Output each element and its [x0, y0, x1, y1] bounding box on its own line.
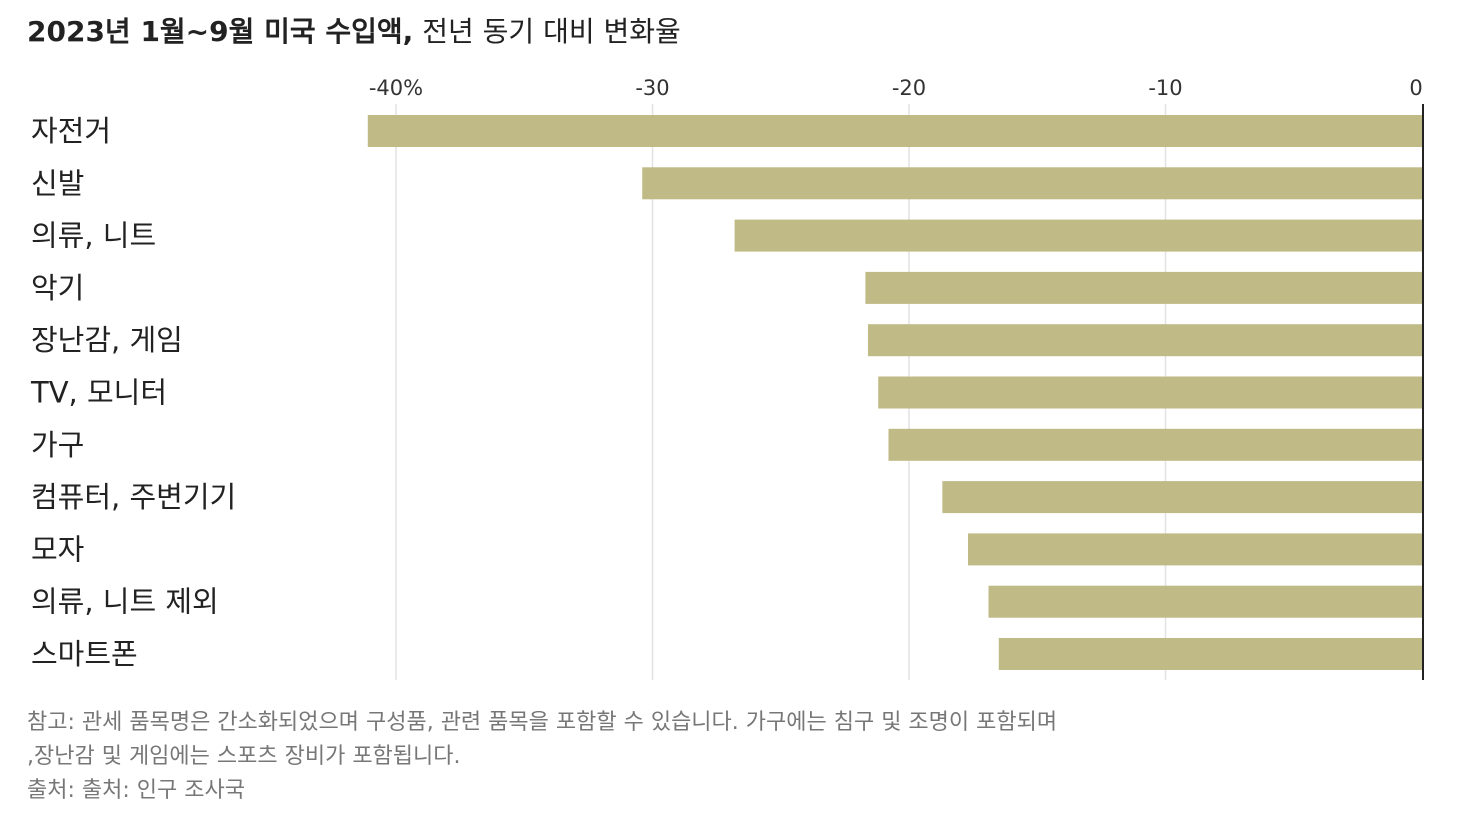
note-line-2: ,장난감 및 게임에는 스포츠 장비가 포함됩니다.: [27, 744, 461, 769]
category-label: 자전거: [31, 114, 111, 148]
bar: [865, 271, 1422, 304]
bar: [988, 585, 1422, 618]
bar: [998, 638, 1422, 670]
category-label: 모자: [31, 532, 84, 566]
notes: 참고: 관세 품목명은 간소화되었으며 구성품, 관련 품목을 포함할 수 있습…: [27, 706, 1057, 808]
category-label: 악기: [31, 271, 84, 305]
x-tick-label: -20: [892, 76, 926, 100]
note-line-1: 참고: 관세 품목명은 간소화되었으며 구성품, 관련 품목을 포함할 수 있습…: [27, 710, 1058, 735]
bar: [734, 219, 1422, 252]
chart-title-bold: 2023년 1월~9월 미국 수입액,: [27, 15, 414, 48]
x-tick-label: -40%: [369, 76, 423, 100]
bar: [888, 428, 1422, 461]
category-label: 컴퓨터, 주변기기: [31, 480, 236, 514]
bar: [967, 533, 1422, 566]
bar: [867, 324, 1422, 357]
bar: [878, 376, 1422, 409]
x-tick-labels: -40% -30 -20 -10 0: [369, 76, 1423, 100]
category-label: 신발: [31, 166, 84, 200]
category-label: 가구: [31, 428, 84, 462]
x-tick-label: 0: [1409, 76, 1422, 100]
category-label: TV, 모니터: [30, 376, 167, 410]
category-label: 스마트폰: [31, 637, 138, 671]
note-line-3: 출처: 출처: 인구 조사국: [27, 778, 245, 803]
bars: [367, 115, 1422, 670]
category-label: 의류, 니트: [31, 219, 156, 253]
category-label: 의류, 니트 제외: [31, 585, 219, 619]
bar: [642, 167, 1422, 200]
chart-title-rest: 전년 동기 대비 변화율: [413, 15, 681, 48]
category-label: 장난감, 게임: [31, 323, 183, 357]
bar: [367, 115, 1422, 147]
x-tick-label: -30: [635, 76, 669, 100]
chart-title: 2023년 1월~9월 미국 수입액, 전년 동기 대비 변화율: [27, 10, 681, 50]
bar: [942, 481, 1422, 514]
x-tick-label: -10: [1148, 76, 1182, 100]
